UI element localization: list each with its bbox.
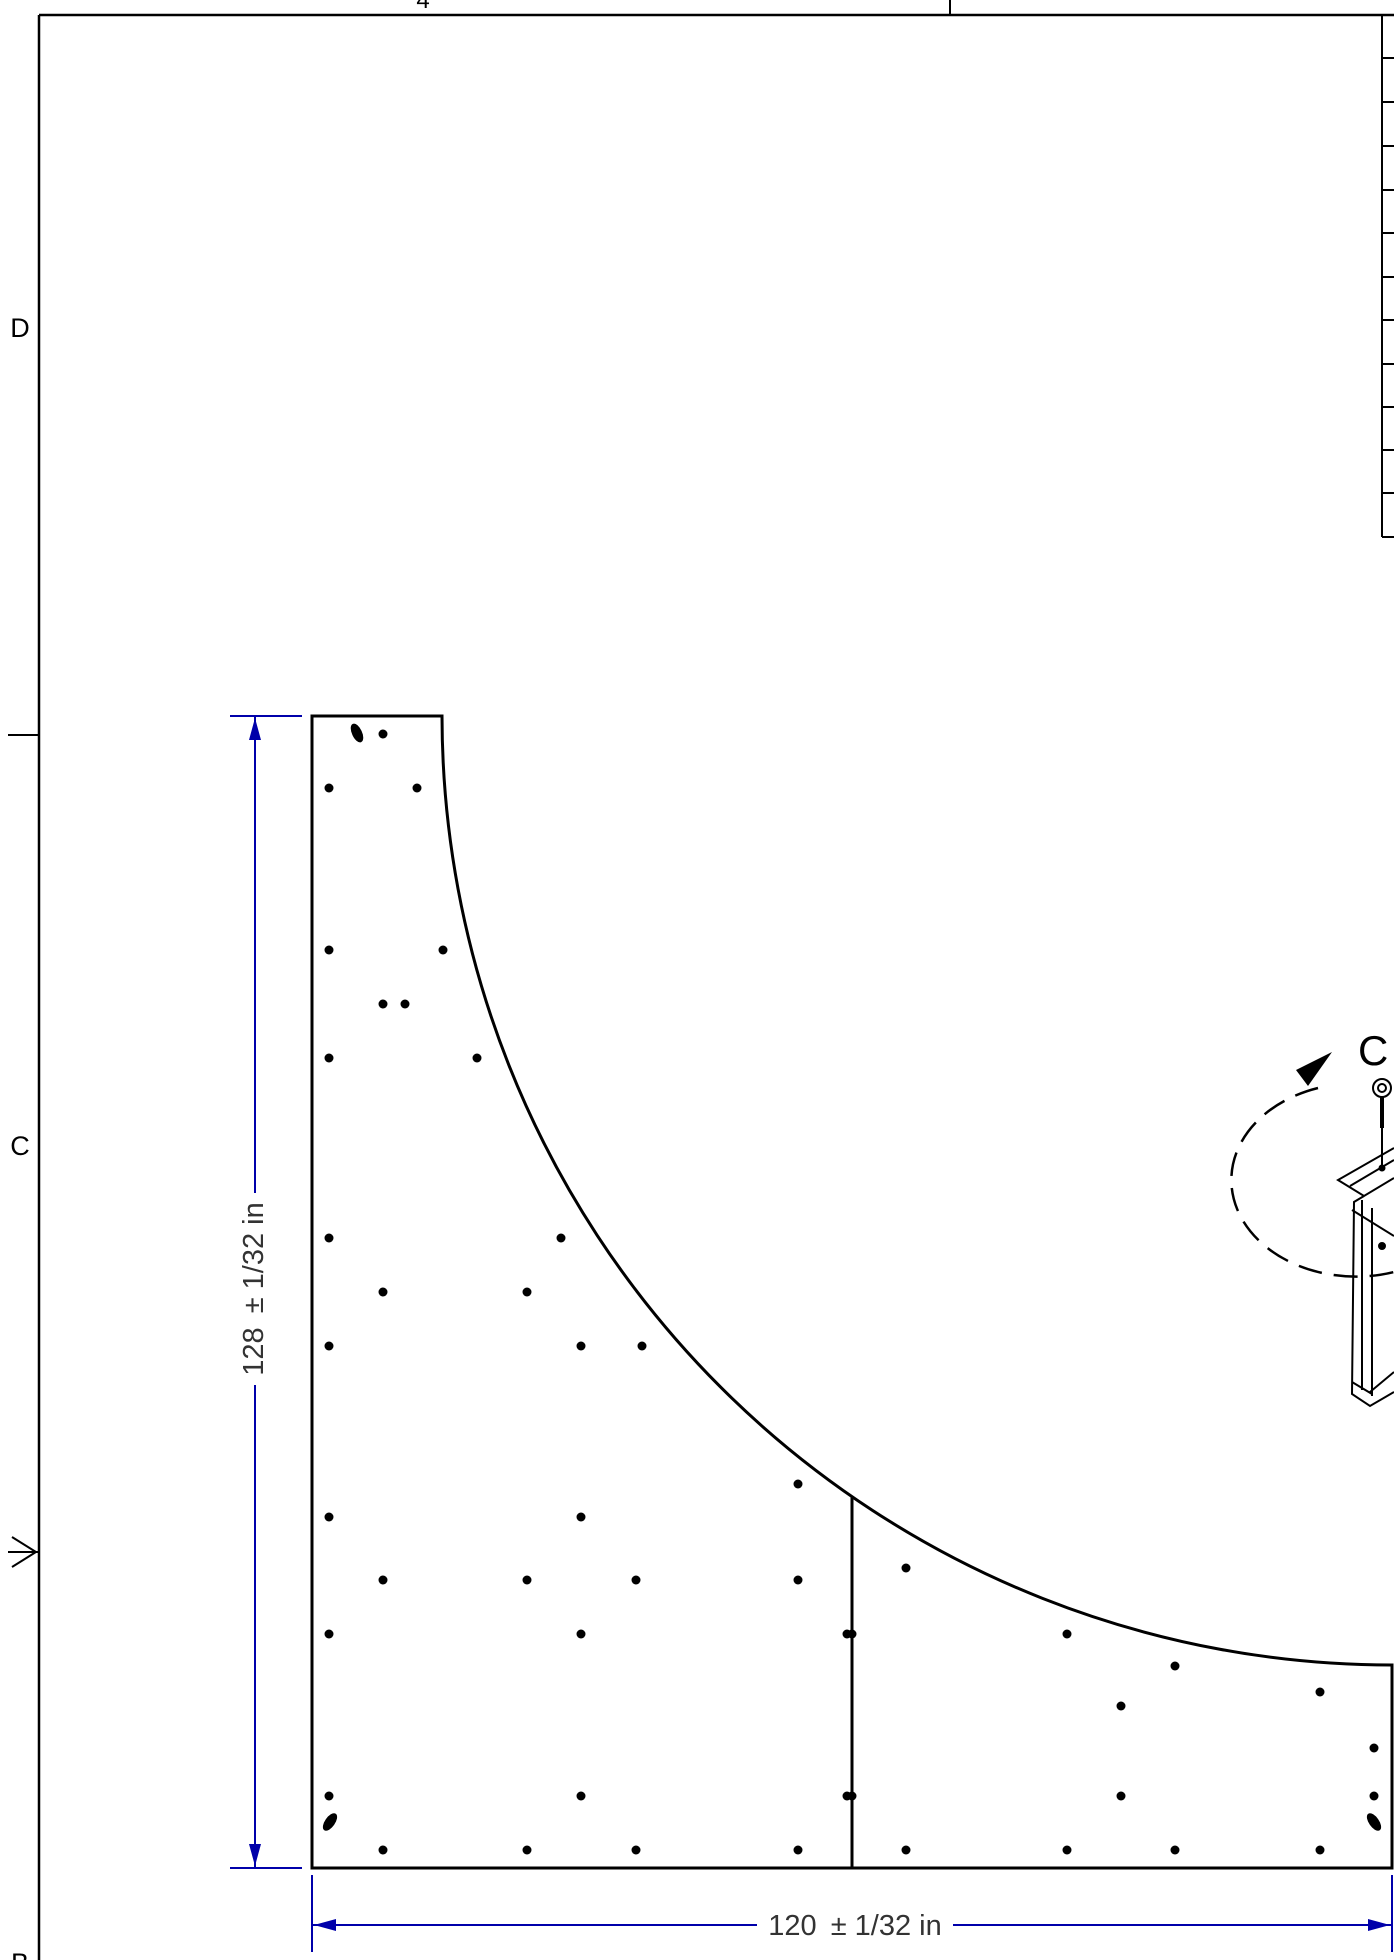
hole-29 xyxy=(1062,1629,1072,1639)
arrowhead-right xyxy=(1368,1919,1390,1931)
height-value: 128 xyxy=(238,1327,270,1375)
arrowhead-down xyxy=(249,1844,261,1866)
horizontal-dimension xyxy=(311,1875,1393,1952)
arrowhead-up xyxy=(249,718,261,740)
height-tolerance: ± 1/32 in xyxy=(238,1202,270,1313)
hole-26 xyxy=(576,1629,586,1639)
hole-39 xyxy=(1369,1791,1379,1801)
hole-33 xyxy=(324,1791,334,1801)
hole-24 xyxy=(901,1563,911,1573)
hole-46 xyxy=(1170,1845,1180,1855)
hole-10 xyxy=(324,1233,334,1243)
hole-4 xyxy=(324,945,334,955)
hole-36 xyxy=(847,1791,857,1801)
width-dimension-label: 120 ± 1/32 in xyxy=(768,1910,942,1942)
corner-slot-marks xyxy=(322,723,1382,1831)
slot-mark-bottom-left xyxy=(322,1813,338,1831)
hole-40 xyxy=(378,1845,388,1855)
bom-table xyxy=(1381,15,1394,538)
hole-5 xyxy=(438,945,448,955)
bolt-head-icon xyxy=(1372,1078,1392,1098)
slot-mark-bottom-right xyxy=(1366,1813,1382,1831)
hole-30 xyxy=(1170,1661,1180,1671)
hole-47 xyxy=(1315,1845,1325,1855)
hole-pattern xyxy=(324,729,1379,1855)
hole-17 xyxy=(793,1479,803,1489)
hole-25 xyxy=(324,1629,334,1639)
hole-6 xyxy=(378,999,388,1009)
hole-31 xyxy=(1116,1701,1126,1711)
iso-assembly-view xyxy=(1336,1078,1394,1408)
hole-7 xyxy=(400,999,410,1009)
hole-3 xyxy=(412,783,422,793)
hole-11 xyxy=(556,1233,566,1243)
hole-38 xyxy=(1369,1743,1379,1753)
rotation-arrow xyxy=(1230,1052,1394,1278)
hole-1 xyxy=(378,729,388,739)
hole-32 xyxy=(1315,1687,1325,1697)
hole-23 xyxy=(793,1575,803,1585)
zone-marker-center xyxy=(8,1536,39,1568)
hole-44 xyxy=(901,1845,911,1855)
arrowhead-left xyxy=(314,1919,336,1931)
part-outline xyxy=(310,714,1394,1870)
slot-mark-top-left xyxy=(350,723,364,743)
hole-12 xyxy=(378,1287,388,1297)
hole-14 xyxy=(324,1341,334,1351)
hole-45 xyxy=(1062,1845,1072,1855)
zone-label-column-4: 4 xyxy=(416,0,429,14)
hole-43 xyxy=(793,1845,803,1855)
hole-15 xyxy=(576,1341,586,1351)
width-value: 120 xyxy=(768,1910,816,1942)
vertical-dimension xyxy=(230,715,302,1869)
hole-34 xyxy=(576,1791,586,1801)
zone-label-row-c: C xyxy=(10,1131,30,1161)
hole-16 xyxy=(637,1341,647,1351)
hole-28 xyxy=(847,1629,857,1639)
hole-9 xyxy=(472,1053,482,1063)
hole-21 xyxy=(522,1575,532,1585)
sheet-border xyxy=(37,13,1394,1960)
hole-18 xyxy=(324,1512,334,1522)
rotation-arrowhead xyxy=(1296,1052,1332,1086)
zone-label-row-d: D xyxy=(10,313,30,343)
hole-42 xyxy=(631,1845,641,1855)
zone-ticks xyxy=(8,0,951,736)
hole-37 xyxy=(1116,1791,1126,1801)
width-tolerance: ± 1/32 in xyxy=(831,1910,942,1942)
hole-13 xyxy=(522,1287,532,1297)
hole-2 xyxy=(324,783,334,793)
height-dimension-label: 128 ± 1/32 in xyxy=(238,1202,270,1376)
zone-label-row-b: B xyxy=(11,1948,29,1960)
detail-callout-label: C xyxy=(1358,1027,1388,1074)
hole-41 xyxy=(522,1845,532,1855)
hole-19 xyxy=(576,1512,586,1522)
hole-8 xyxy=(324,1053,334,1063)
hole-20 xyxy=(378,1575,388,1585)
hole-22 xyxy=(631,1575,641,1585)
